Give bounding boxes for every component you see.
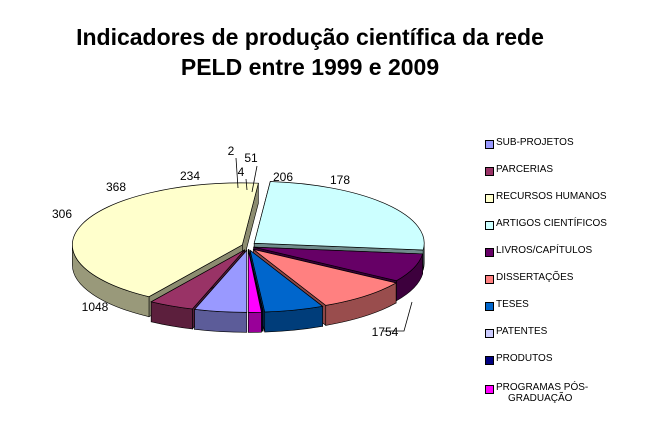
chart-title-line-1: Indicadores de produção científica da re…	[76, 24, 544, 50]
legend-swatch	[485, 385, 494, 394]
legend-swatch	[485, 140, 494, 149]
legend-label: RECURSOS HUMANOS	[496, 191, 607, 202]
legend-label: PARCERIAS	[496, 164, 554, 175]
legend-label: LIVROS/CAPÍTULOS	[496, 245, 593, 256]
leader-line-8	[235, 157, 239, 189]
data-label-3: 1754	[372, 325, 399, 339]
leader-line-10	[251, 165, 258, 193]
pie-slice-7	[249, 249, 324, 333]
data-label-1: 206	[273, 170, 293, 184]
legend-label: SUB-PROJETOS	[496, 137, 574, 148]
leader-line-9	[245, 178, 248, 191]
chart-title-line-2: PELD entre 1999 e 2009	[180, 54, 440, 80]
data-label-7: 234	[180, 169, 200, 183]
data-label-6: 368	[106, 180, 126, 194]
legend-swatch	[485, 275, 494, 284]
legend-swatch	[485, 167, 494, 176]
legend-swatch	[485, 194, 494, 203]
data-label-10: 51	[244, 151, 258, 165]
data-label-5: 306	[52, 207, 72, 221]
legend-label: PRODUTOS	[496, 353, 553, 364]
legend-swatch	[485, 302, 494, 311]
data-label-8: 2	[228, 144, 235, 158]
leader-line-3	[383, 301, 413, 332]
legend-label: PATENTES	[496, 326, 548, 337]
data-label-2: 178	[330, 173, 350, 187]
data-label-4: 1048	[82, 300, 109, 314]
legend-label: TESES	[496, 299, 529, 310]
legend-label: ARTIGOS CIENTÍFICOS	[496, 218, 607, 229]
pie-slice-1	[193, 249, 248, 333]
legend-swatch	[485, 329, 494, 338]
chart-title: Indicadores de produção científica da re…	[0, 22, 620, 82]
legend-swatch	[485, 248, 494, 257]
legend-label: DISSERTAÇÕES	[496, 272, 574, 283]
legend-swatch	[485, 221, 494, 230]
data-label-9: 4	[238, 165, 245, 179]
legend-label: PROGRAMAS PÓS- GRADUAÇÃO	[496, 382, 589, 404]
legend-swatch	[485, 356, 494, 365]
pie-slice-10	[247, 250, 262, 333]
